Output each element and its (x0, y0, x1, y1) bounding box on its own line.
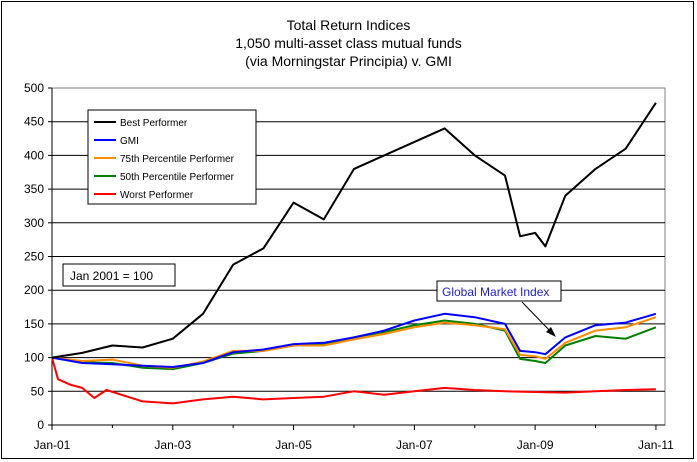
series-line-75th-percentile-performer (51, 316, 657, 369)
x-tick-label: Jan-07 (396, 438, 433, 452)
x-tick-label: Jan-11 (638, 438, 674, 452)
y-tick-label: 250 (24, 250, 44, 264)
y-tick-label: 50 (31, 384, 45, 398)
y-tick-label: 150 (24, 317, 44, 331)
legend-label: Best Performer (120, 118, 188, 129)
legend-label: Worst Performer (120, 190, 194, 201)
x-tick-label: Jan-09 (517, 438, 554, 452)
y-tick-label: 400 (24, 148, 44, 162)
y-tick-label: 300 (24, 216, 44, 230)
x-tick-label: Jan-05 (275, 438, 312, 452)
note-box (62, 263, 176, 287)
y-tick-label: 100 (24, 351, 44, 365)
series-line-worst-performer (51, 357, 656, 405)
x-tick-label: Jan-01 (34, 438, 71, 452)
annotation-arrow-line (521, 301, 553, 334)
legend-label: 75th Percentile Performer (120, 154, 235, 165)
y-tick-label: 350 (24, 182, 44, 196)
annotation-box (436, 280, 562, 302)
chart-title-line-2: 1,050 multi-asset class mutual funds (235, 35, 462, 51)
legend-label: 50th Percentile Performer (120, 172, 235, 183)
y-tick-label: 500 (24, 81, 44, 95)
y-tick-label: 200 (24, 283, 44, 297)
series-line-gmi (51, 312, 657, 368)
x-tick-label: Jan-03 (154, 438, 191, 452)
chart-title: Total Return Indices 1,050 multi-asset c… (0, 16, 697, 70)
series-line-50th-percentile-performer (51, 319, 657, 371)
chart-title-line-3: (via Morningstar Principia) v. GMI (245, 53, 452, 69)
annotation-text: Global Market Index (442, 285, 549, 299)
y-tick-label: 0 (37, 418, 44, 432)
series-line-best-performer (51, 102, 657, 359)
note-text: Jan 2001 = 100 (70, 269, 153, 283)
annotation-arrow-head (546, 327, 556, 337)
y-tick-label: 450 (24, 115, 44, 129)
chart-title-line-1: Total Return Indices (286, 17, 411, 33)
legend-label: GMI (120, 136, 139, 147)
